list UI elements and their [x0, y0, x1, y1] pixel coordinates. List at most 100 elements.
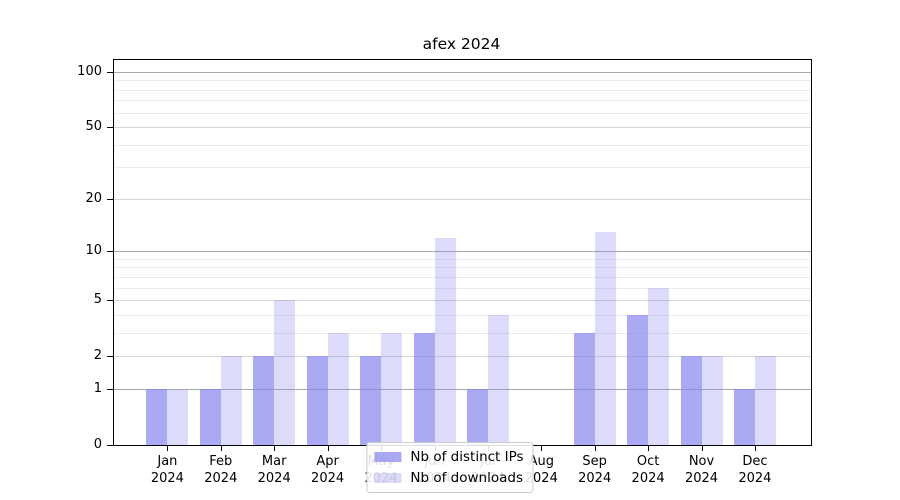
x-tick-label: Nov 2024 [667, 453, 737, 487]
y-tick-label: 10 [85, 243, 102, 259]
x-tick-label: Sep 2024 [560, 453, 630, 487]
y-gridline [114, 71, 811, 73]
x-tick-mark [594, 445, 596, 451]
y-tick-mark [107, 300, 114, 302]
x-tick-label-line: Aug [528, 454, 554, 469]
bar-distinct-ips [466, 389, 488, 445]
x-tick-label-line: 2024 [204, 471, 238, 486]
chart-title: afex 2024 [422, 35, 501, 53]
y-tick-label: 20 [85, 190, 102, 206]
x-tick-label-line: Oct [636, 454, 660, 469]
legend-item: Nb of distinct IPs [374, 449, 524, 465]
x-tick-mark [648, 445, 650, 451]
y-tick-mark [107, 71, 114, 73]
bar-downloads [754, 356, 776, 445]
y-tick-label: 5 [93, 292, 102, 308]
y-gridline-minor [114, 267, 811, 269]
x-tick-mark [327, 445, 329, 451]
x-tick-label-line: Sep [582, 454, 607, 469]
x-tick-label-line: 2024 [311, 471, 345, 486]
x-tick-label-line: Apr [316, 454, 339, 469]
y-gridline-minor [114, 167, 811, 169]
x-tick-mark [167, 445, 169, 451]
bar-distinct-ips [146, 389, 168, 445]
x-tick-label-line: 2024 [578, 471, 612, 486]
x-tick-label-line: Jan [157, 454, 178, 469]
x-tick-label-line: 2024 [257, 471, 291, 486]
bar-distinct-ips [306, 356, 328, 445]
bar-distinct-ips [360, 356, 381, 445]
x-tick-label: Feb 2024 [186, 453, 256, 487]
bar-distinct-ips [627, 314, 649, 445]
bar-distinct-ips [199, 389, 221, 445]
y-gridline-minor [114, 144, 811, 146]
bar-distinct-ips [413, 332, 435, 445]
bar-downloads [274, 300, 296, 445]
x-tick-label: Dec 2024 [720, 453, 790, 487]
legend-label: Nb of downloads [410, 470, 523, 486]
legend: Nb of distinct IPs Nb of downloads [366, 442, 534, 493]
y-gridline [114, 389, 811, 390]
bar-downloads [434, 237, 456, 445]
y-gridline-minor [114, 287, 811, 289]
bar-distinct-ips [733, 389, 755, 445]
x-tick-mark [220, 445, 222, 451]
bar-downloads [220, 356, 242, 445]
y-tick-mark [107, 251, 114, 253]
x-tick-label-line: Nov [688, 454, 715, 469]
y-tick-label: 2 [93, 348, 102, 364]
x-tick-label: Apr 2024 [293, 453, 363, 487]
y-tick-label: 50 [85, 119, 102, 135]
y-gridline-minor [114, 314, 811, 316]
y-tick-mark [107, 198, 114, 200]
y-gridline [114, 127, 811, 129]
x-tick-label-line: Dec [742, 454, 768, 469]
x-tick-mark [274, 445, 276, 451]
y-gridline [114, 198, 811, 200]
y-gridline-minor [114, 258, 811, 260]
y-gridline-minor [114, 89, 811, 91]
y-gridline [114, 356, 811, 358]
x-tick-label: Mar 2024 [239, 453, 309, 487]
y-tick-mark [107, 445, 114, 446]
x-tick-label: Jan 2024 [132, 453, 202, 487]
bar-downloads [327, 332, 349, 445]
y-tick-label: 100 [77, 63, 102, 79]
x-tick-mark [754, 445, 756, 451]
bar-downloads [381, 332, 402, 445]
legend-swatch-distinct-ips [374, 452, 402, 462]
y-gridline-minor [114, 276, 811, 278]
bar-distinct-ips [680, 356, 702, 445]
y-gridline [114, 300, 811, 302]
x-tick-label-line: Mar [261, 454, 287, 469]
x-tick-label-line: 2024 [738, 471, 772, 486]
plot-area: 0 1 2 5 10 20 50 100 Jan 2024 Feb 2024 Mar 2024 Apr 202… [77, 59, 812, 486]
x-tick-label-line: 2024 [150, 471, 184, 486]
x-tick-mark [541, 445, 543, 451]
legend-swatch-downloads [374, 473, 402, 483]
x-tick-mark [701, 445, 703, 451]
y-tick-mark [107, 127, 114, 129]
y-gridline-minor [114, 332, 811, 334]
y-tick-mark [107, 389, 114, 390]
bar-downloads [701, 356, 723, 445]
y-tick-label: 1 [93, 381, 102, 396]
bar-distinct-ips [253, 356, 275, 445]
x-tick-label-line: 2024 [631, 471, 665, 486]
x-tick-label-line: Feb [209, 454, 233, 469]
y-tick-label: 0 [93, 437, 102, 452]
bar-downloads [594, 231, 616, 445]
y-gridline [114, 251, 811, 253]
x-tick-label-line: 2024 [684, 471, 719, 486]
y-gridline-minor [114, 80, 811, 82]
y-gridline-minor [114, 112, 811, 114]
bar-downloads [167, 389, 189, 445]
x-tick-label: Oct 2024 [613, 453, 683, 487]
y-tick-mark [107, 356, 114, 358]
bar-distinct-ips [573, 332, 595, 445]
y-gridline-minor [114, 100, 811, 102]
bar-downloads [487, 314, 509, 445]
legend-item: Nb of downloads [374, 470, 523, 486]
legend-label: Nb of distinct IPs [410, 449, 524, 465]
